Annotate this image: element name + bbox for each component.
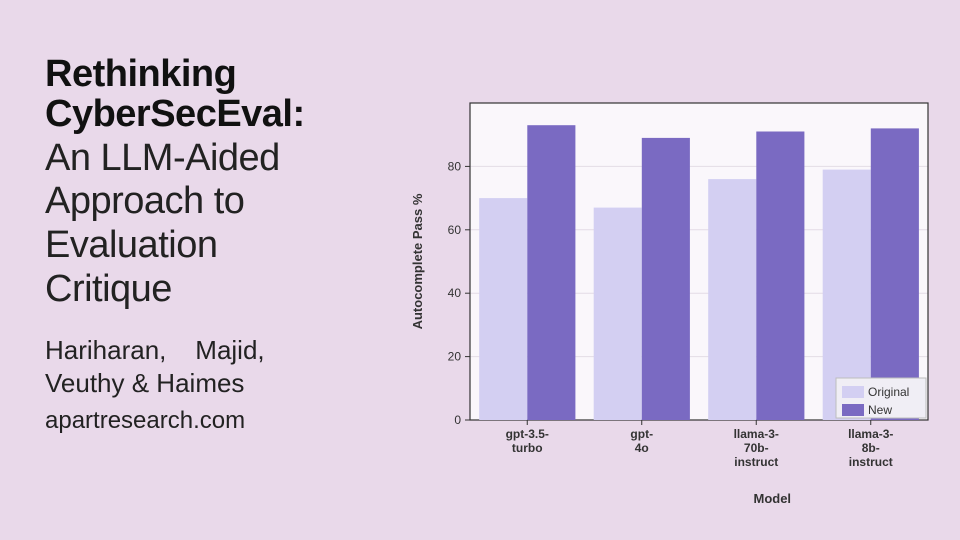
ytick-label: 80 xyxy=(448,159,462,173)
bar-new-1 xyxy=(642,138,690,420)
bar-original-1 xyxy=(594,208,642,420)
xtick-label: llama-3- xyxy=(734,427,779,441)
xtick-label: llama-3- xyxy=(848,427,893,441)
xtick-label: gpt-3.5- xyxy=(506,427,549,441)
bar-original-2 xyxy=(708,179,756,420)
xtick-label: 70b- xyxy=(744,441,769,455)
title-bold: Rethinking CyberSecEval: xyxy=(45,55,445,135)
y-axis-label: Autocomplete Pass % xyxy=(410,193,425,329)
xtick-label: 4o xyxy=(635,441,649,455)
site-url: apartresearch.com xyxy=(45,407,445,435)
ytick-label: 40 xyxy=(448,286,462,300)
chart-container: 020406080gpt-3.5-turbogpt-4ollama-3-70b-… xyxy=(400,95,940,515)
legend-label: New xyxy=(868,403,892,417)
xtick-label: gpt- xyxy=(630,427,653,441)
xtick-label: instruct xyxy=(849,455,893,469)
bar-new-3 xyxy=(871,128,919,420)
legend-swatch xyxy=(842,386,864,398)
text-column: Rethinking CyberSecEval: An LLM-Aided Ap… xyxy=(45,55,445,435)
xtick-label: turbo xyxy=(512,441,543,455)
authors: Hariharan, Majid, Veuthy & Haimes xyxy=(45,334,445,402)
ytick-label: 60 xyxy=(448,223,462,237)
x-axis-label: Model xyxy=(753,491,791,506)
legend-swatch xyxy=(842,404,864,416)
bar-original-0 xyxy=(479,198,527,420)
ytick-label: 20 xyxy=(448,350,462,364)
xtick-label: 8b- xyxy=(862,441,880,455)
xtick-label: instruct xyxy=(734,455,778,469)
bar-chart: 020406080gpt-3.5-turbogpt-4ollama-3-70b-… xyxy=(400,95,940,515)
bar-new-0 xyxy=(527,125,575,420)
ytick-label: 0 xyxy=(454,413,461,427)
title-subtitle: An LLM-Aided Approach to Evaluation Crit… xyxy=(45,137,445,312)
legend-label: Original xyxy=(868,385,909,399)
bar-new-2 xyxy=(756,132,804,421)
